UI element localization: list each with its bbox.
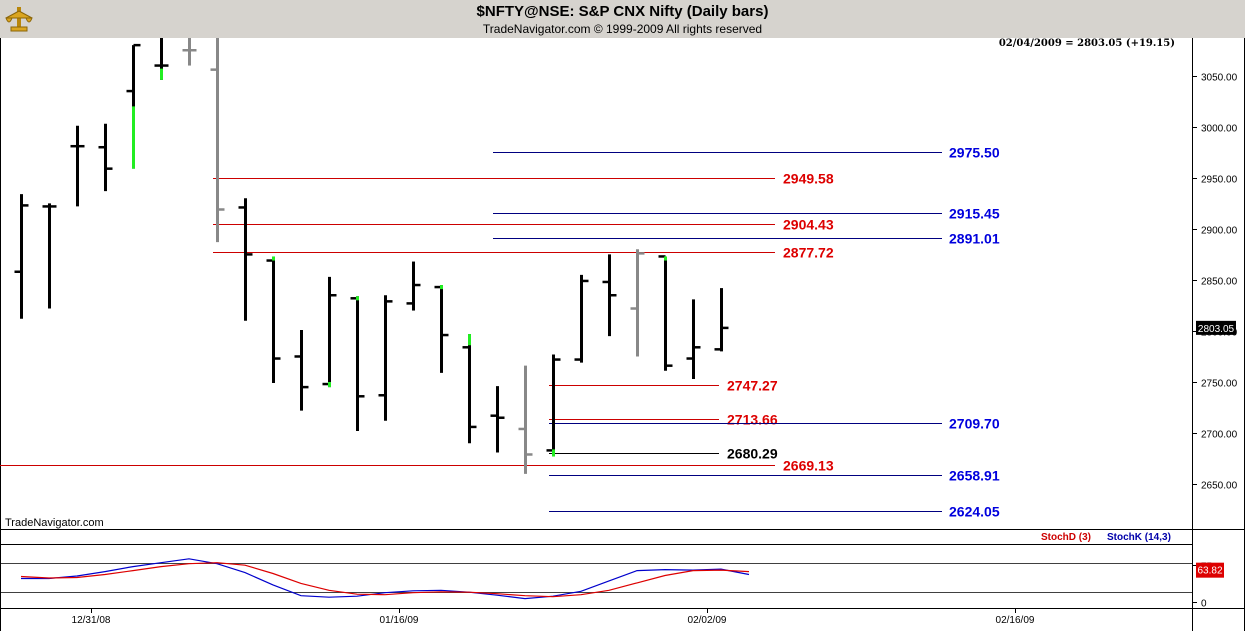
date-tick-label: 12/31/08	[72, 615, 111, 626]
ohlc-bar	[182, 38, 197, 66]
date-tick-label: 01/16/09	[380, 615, 419, 626]
ohlc-bars	[14, 38, 729, 474]
stoch-value-marker	[1196, 562, 1224, 578]
ohlc-bar	[210, 38, 225, 243]
level-label-2747.27: 2747.27	[727, 378, 778, 394]
ohlc-bar	[686, 299, 701, 379]
price-tick-label: 3000.00	[1201, 124, 1238, 135]
price-axis: 3050.003000.002950.002900.002850.002800.…	[1192, 73, 1238, 492]
ohlc-bar	[714, 288, 729, 352]
level-label-2915.45: 2915.45	[949, 206, 1000, 222]
level-label-2713.66: 2713.66	[727, 412, 778, 428]
ohlc-bar	[462, 334, 477, 444]
level-label-2949.58: 2949.58	[783, 171, 834, 187]
level-label-2658.91: 2658.91	[949, 468, 1000, 484]
stoch-d-legend: StochD (3)	[1041, 532, 1091, 543]
chart-title: $NFTY@NSE: S&P CNX Nifty (Daily bars)	[476, 3, 769, 20]
level-label-2669.13: 2669.13	[783, 458, 834, 474]
ohlc-bar	[98, 123, 113, 192]
level-label-2709.70: 2709.70	[949, 416, 1000, 432]
stoch-k-line	[21, 558, 750, 600]
ohlc-bar	[378, 295, 393, 421]
copyright-text: TradeNavigator.com © 1999-2009 All right…	[482, 22, 763, 36]
stoch-value-label: 63.82	[1197, 566, 1222, 577]
price-tick-label: 2750.00	[1201, 379, 1238, 390]
trade-navigator-logo-icon	[5, 7, 33, 32]
ohlc-bar	[574, 274, 589, 363]
ohlc-bar	[518, 365, 533, 474]
ohlc-bar	[42, 203, 57, 309]
ohlc-bar	[490, 386, 505, 453]
last-price-marker	[1196, 320, 1236, 335]
stoch-d-line	[20, 562, 750, 598]
price-tick-label: 2850.00	[1201, 277, 1238, 288]
level-label-2975.50: 2975.50	[949, 145, 1000, 161]
ohlc-bar	[14, 194, 29, 319]
level-label-2680.29: 2680.29	[727, 446, 778, 462]
level-label-2877.72: 2877.72	[783, 245, 834, 261]
ohlc-bar	[70, 125, 85, 207]
stoch-tick-label: 0	[1201, 599, 1207, 610]
chart-frame	[0, 38, 1245, 631]
ohlc-bar	[406, 261, 421, 311]
ohlc-bar	[630, 249, 645, 357]
price-levels: 2975.50 2949.58 2915.45 2904.43 2891.01 2877.…	[0, 145, 1000, 520]
stoch-k-legend: StochK (14,3)	[1107, 532, 1171, 543]
price-tick-label: 3050.00	[1201, 73, 1238, 84]
price-tick-label: 2950.00	[1201, 175, 1238, 186]
price-tick-label: 2650.00	[1201, 481, 1238, 492]
watermark: TradeNavigator.com	[5, 517, 104, 529]
title-bar: $NFTY@NSE: S&P CNX Nifty (Daily bars) Tr…	[0, 0, 1245, 38]
value-markers: 2803.05 63.82	[1196, 320, 1236, 578]
date-tick-label: 02/16/09	[996, 615, 1035, 626]
ohlc-bar	[294, 329, 309, 411]
price-plot-area	[0, 38, 1192, 529]
date-axis: 12/31/08 01/16/09 02/02/09 02/16/09	[72, 608, 1035, 626]
price-readout: 02/04/2009 = 2803.05 (+19.15)	[998, 38, 1175, 49]
level-label-2891.01: 2891.01	[949, 231, 1000, 247]
ohlc-bar	[238, 198, 253, 321]
price-tick-label: 2700.00	[1201, 430, 1238, 441]
last-price-label: 2803.05	[1198, 324, 1235, 335]
stochastic-panel: 750	[0, 558, 1213, 610]
level-label-2904.43: 2904.43	[783, 217, 834, 233]
date-tick-label: 02/02/09	[688, 615, 727, 626]
price-tick-label: 2900.00	[1201, 226, 1238, 237]
level-label-2624.05: 2624.05	[949, 504, 1000, 520]
ohlc-bar	[602, 254, 617, 337]
